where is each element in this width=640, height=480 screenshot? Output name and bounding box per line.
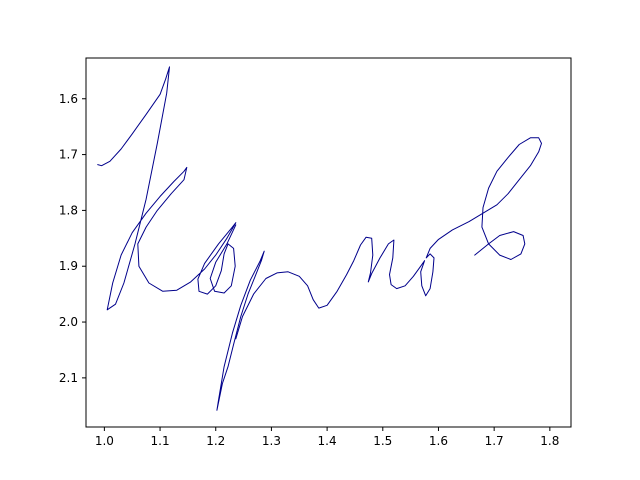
x-tick-label: 1.6 xyxy=(429,434,448,448)
series-0-stroke-1 xyxy=(216,250,265,411)
axes: 1.0 1.1 1.2 1.3 1.4 1.5 1.6 1.7 1.8 1.6 1.7 1.8 1.9 2… xyxy=(59,57,572,448)
x-tick-label: 1.0 xyxy=(95,434,114,448)
x-tick-label: 1.3 xyxy=(262,434,281,448)
y-tick-label: 1.6 xyxy=(59,92,78,106)
y-tick-label: 1.9 xyxy=(59,259,78,273)
y-tick-label: 1.7 xyxy=(59,148,78,162)
series-0-stroke-0 xyxy=(97,66,237,311)
y-tick-label: 2.1 xyxy=(59,371,78,385)
plot-area xyxy=(97,66,542,411)
y-tick-label: 1.8 xyxy=(59,203,78,217)
y-tick-label: 2.0 xyxy=(59,315,78,329)
x-tick-label: 1.7 xyxy=(485,434,504,448)
x-tick-label: 1.1 xyxy=(151,434,170,448)
x-tick-label: 1.2 xyxy=(206,434,225,448)
x-tick-label: 1.4 xyxy=(318,434,337,448)
x-tick-label: 1.5 xyxy=(373,434,392,448)
x-tick-label: 1.8 xyxy=(540,434,559,448)
axes-frame xyxy=(85,57,572,428)
series-0-stroke-2 xyxy=(235,137,542,340)
